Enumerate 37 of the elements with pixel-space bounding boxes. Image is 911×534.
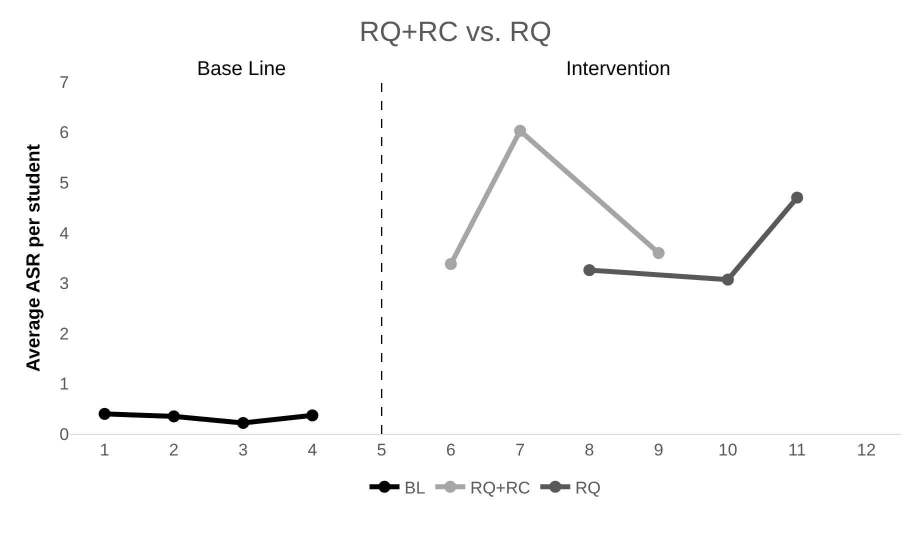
x-tick-label: 11 [788,440,806,460]
x-tick-label: 3 [238,440,248,460]
x-tick-label: 2 [169,440,179,460]
point [652,246,665,259]
y-axis-title: Average ASR per student [23,143,44,372]
x-tick-label: 10 [718,440,738,460]
text: Intervention [566,58,671,80]
point [791,192,804,204]
point [444,258,457,270]
point [306,409,318,422]
x-tick-label: 7 [515,440,525,460]
point [514,124,526,137]
legend-label: RQ+RC [470,478,530,498]
x-tick-label: 1 [100,440,110,460]
x-tick-label: 4 [308,440,318,460]
point [98,408,111,420]
legend-label: RQ [575,478,601,498]
y-tick-label: 4 [60,224,69,243]
x-tick-label: 6 [446,440,456,460]
text: Base Line [197,58,286,80]
y-tick-label: 2 [60,324,69,344]
point [168,410,180,422]
x-tick-label: 5 [376,440,386,460]
legend-label: BL [404,478,426,498]
y-tick-label: 6 [60,123,69,142]
y-tick-label: 5 [60,174,69,193]
y-tick-label: 7 [60,72,69,92]
point [237,416,250,429]
chart-title: RQ+RC vs. RQ [359,16,552,47]
y-tick-label: 1 [60,374,69,394]
point [583,264,596,276]
x-tick-label: 12 [856,440,876,460]
x-tick-label: 9 [654,440,664,460]
y-tick-label: 3 [60,274,69,294]
y-tick-label: 0 [60,424,69,444]
point [722,274,734,286]
x-tick-label: 8 [584,440,594,460]
